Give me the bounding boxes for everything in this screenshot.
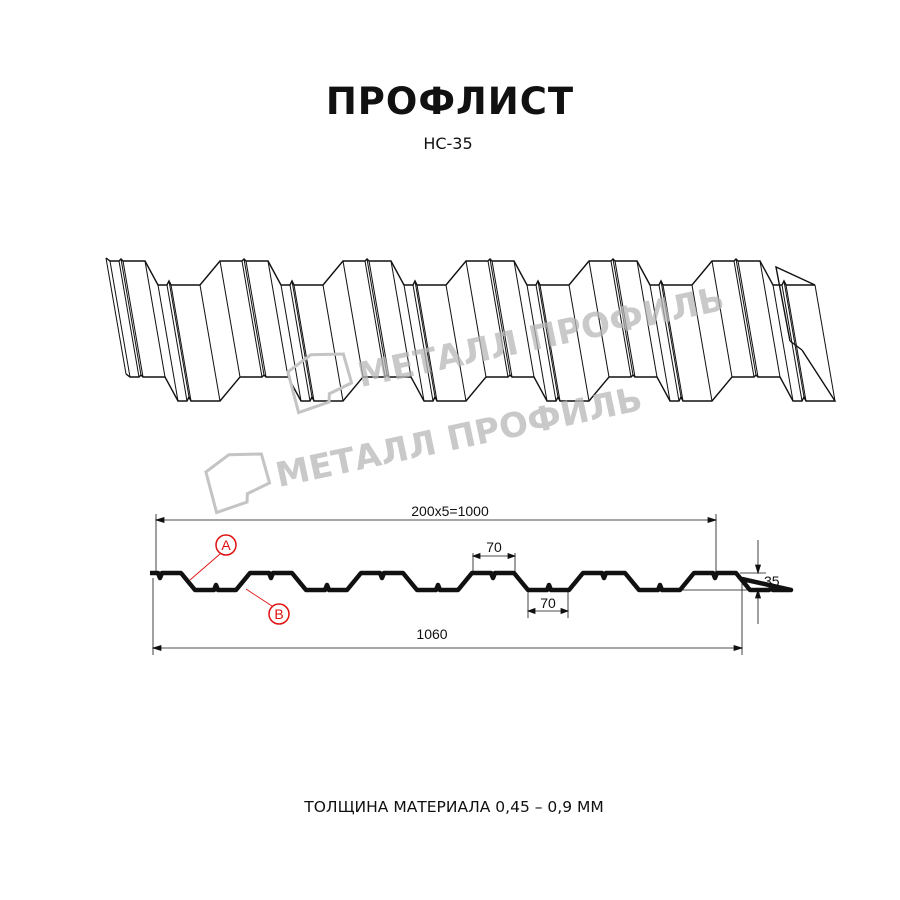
- sheet-fold-line: [783, 280, 805, 398]
- sheet-fold-line: [109, 260, 131, 378]
- material-thickness-note: ТОЛЩИНА МАТЕРИАЛА 0,45 – 0,9 ММ: [303, 798, 603, 816]
- watermark-logo: МЕТАЛЛ ПРОФИЛЬ: [204, 379, 646, 515]
- sheet-fold-line: [660, 280, 682, 398]
- sheet-fold-line: [168, 280, 190, 398]
- sheet-fold-line: [814, 284, 836, 402]
- sheet-fold-line: [157, 284, 179, 402]
- sheet-fold-line: [733, 260, 755, 378]
- sheet-fold-line: [241, 260, 263, 378]
- sheet-fold-line: [691, 284, 713, 402]
- sheet-fold-line: [390, 260, 412, 378]
- sheet-fold-line: [219, 260, 241, 378]
- dimension-lines: [151, 514, 766, 655]
- sheet-fold-line: [199, 284, 221, 402]
- sheet-fold-line: [610, 260, 632, 378]
- sheet-fold-line: [366, 258, 388, 376]
- sheet-fold-line: [414, 280, 436, 398]
- sheet-fold-line: [649, 284, 671, 402]
- sheet-fold-line: [535, 284, 557, 402]
- sheet-fold-line: [772, 284, 794, 402]
- model-label: НС-35: [423, 134, 472, 153]
- height-label: 35: [764, 573, 780, 589]
- pitch-dimension-label: 200x5=1000: [411, 503, 489, 519]
- sheet-fold-line: [612, 258, 634, 376]
- marker-b-label: B: [274, 606, 283, 622]
- sheet-fold-line: [166, 284, 188, 402]
- marker-b: B: [245, 588, 290, 625]
- sheet-fold-line: [614, 260, 636, 378]
- sheet-fold-line: [342, 260, 364, 378]
- sheet-fold-line: [267, 260, 289, 378]
- sheet-fold-line: [291, 280, 313, 398]
- sheet-fold-line: [789, 340, 803, 351]
- sheet-fold-line: [120, 258, 142, 376]
- sheet-fold-line: [513, 260, 535, 378]
- sheet-cross-section: [150, 570, 794, 593]
- profile-section-line: [150, 570, 794, 593]
- sheet-fold-line: [489, 258, 511, 376]
- sheet-fold-line: [289, 284, 311, 402]
- sheet-perspective-view: [105, 257, 837, 402]
- sheet-fold-line: [364, 260, 386, 378]
- sheet-fold-line: [465, 260, 487, 378]
- sheet-fold-line: [588, 260, 610, 378]
- sheet-fold-line: [280, 284, 302, 402]
- sheet-fold-line: [412, 284, 434, 402]
- sheet-fold-line: [537, 280, 559, 398]
- bottom-rib-width-label: 70: [540, 595, 556, 611]
- sheet-fold-line: [293, 284, 315, 402]
- page-title: ПРОФЛИСТ: [326, 80, 574, 123]
- overall-width-label: 1060: [416, 626, 447, 642]
- sheet-fold-line: [170, 284, 192, 402]
- sheet-fold-line: [105, 257, 127, 375]
- sheet-fold-line: [368, 260, 390, 378]
- sheet-back-edge: [125, 349, 837, 402]
- sheet-fold-line: [245, 260, 267, 378]
- top-rib-width-label: 70: [486, 539, 502, 555]
- sheet-fold-line: [662, 284, 684, 402]
- marker-a: A: [189, 534, 237, 581]
- sheet-fold-line: [636, 260, 658, 378]
- sheet-fold-line: [322, 284, 344, 402]
- sheet-fold-line: [243, 258, 265, 376]
- sheet-fold-line: [658, 284, 680, 402]
- sheet-fold-line: [735, 258, 757, 376]
- sheet-fold-line: [711, 260, 733, 378]
- sheet-fold-line: [487, 260, 509, 378]
- sheet-fold-line: [737, 260, 759, 378]
- sheet-fold-line: [122, 260, 144, 378]
- sheet-fold-line: [539, 284, 561, 402]
- sheet-fold-line: [445, 284, 467, 402]
- sheet-fold-line: [785, 284, 807, 402]
- sheet-fold-line: [759, 260, 781, 378]
- sheet-fold-line: [144, 260, 166, 378]
- sheet-fold-line: [491, 260, 513, 378]
- sheet-fold-line: [403, 284, 425, 402]
- sheet-fold-line: [416, 284, 438, 402]
- sheet-fold-line: [568, 284, 590, 402]
- sheet-fold-line: [118, 260, 140, 378]
- marker-a-label: A: [221, 537, 231, 553]
- sheet-fold-line: [526, 284, 548, 402]
